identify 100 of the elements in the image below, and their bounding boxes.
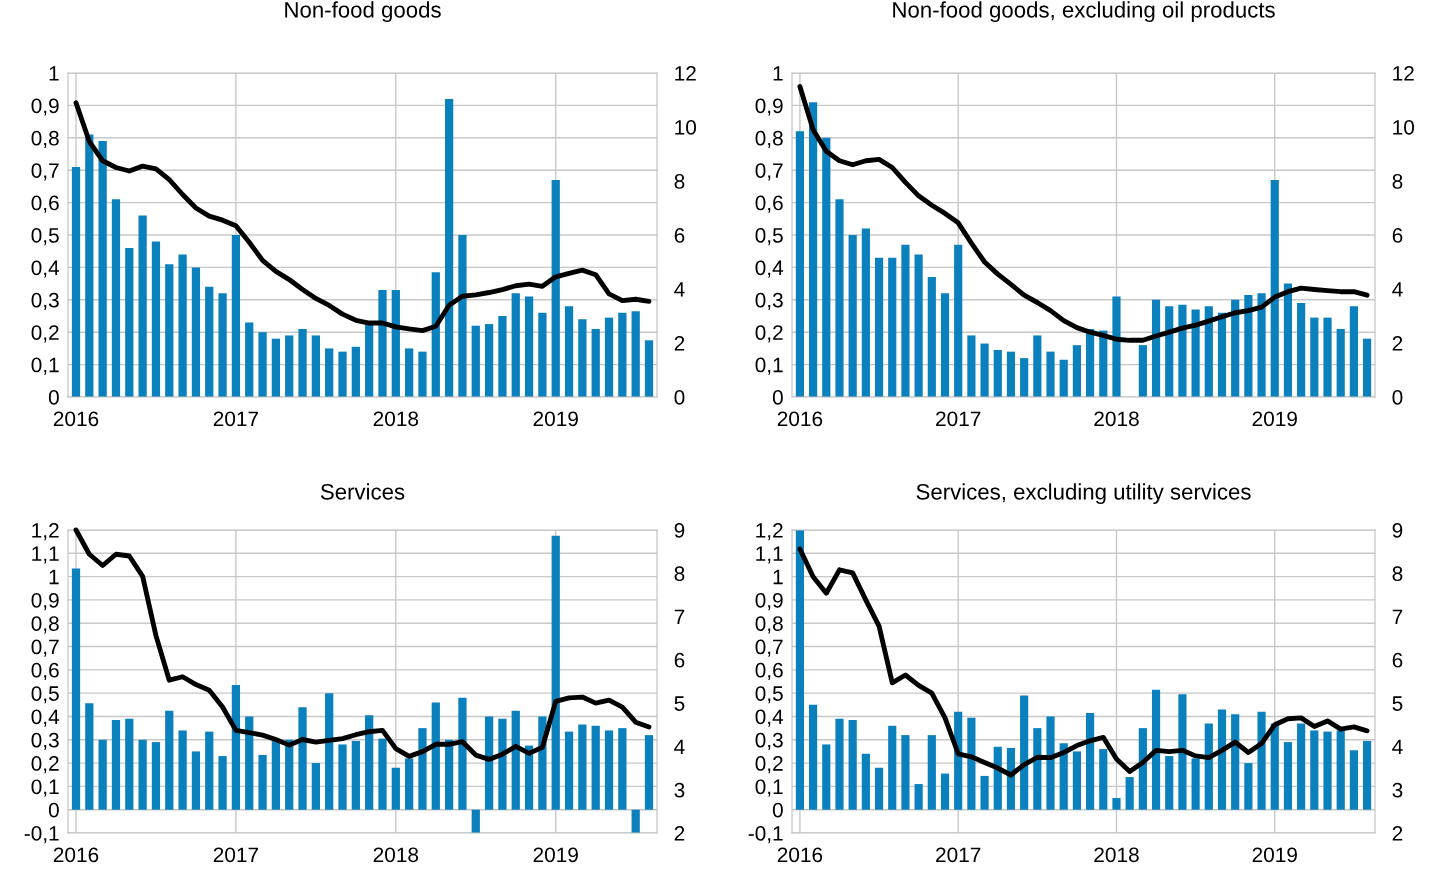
bar	[125, 247, 134, 397]
y-tick-label: 0,8	[755, 616, 783, 634]
bar	[901, 735, 910, 810]
bar	[538, 312, 547, 397]
bar	[1112, 296, 1121, 397]
chart-title: Services, excluding utility services	[916, 483, 1251, 505]
bar	[993, 350, 1002, 397]
bar	[338, 351, 347, 397]
bar	[1283, 742, 1293, 810]
bar	[405, 758, 414, 810]
bar	[1283, 283, 1293, 397]
y-tick-label: 0,3	[755, 292, 783, 311]
y2-tick-label: 9	[674, 523, 685, 538]
bar	[298, 707, 307, 810]
y-tick-label: 0,4	[755, 709, 784, 727]
y-tick-label: 0,7	[755, 163, 783, 181]
bar	[165, 264, 174, 397]
y2-tick-label: 10	[1393, 120, 1415, 135]
bar	[458, 235, 467, 397]
y-tick-label: 0,4	[755, 260, 784, 278]
bar	[1231, 714, 1240, 810]
bar	[1363, 338, 1372, 397]
bar	[1072, 751, 1081, 810]
y-tick-label: 0,4	[31, 709, 60, 727]
x-tick-label: 2016	[53, 847, 99, 863]
bar	[1006, 351, 1016, 397]
y-tick-label: 1	[49, 569, 59, 585]
bar	[378, 290, 387, 397]
bar	[325, 693, 334, 810]
bar	[484, 716, 494, 810]
bar	[511, 710, 520, 810]
bar	[1204, 306, 1213, 397]
bar	[85, 134, 94, 397]
bar	[940, 293, 950, 397]
bar	[835, 718, 844, 810]
bar	[578, 724, 587, 810]
y2-tick-label: 0	[1392, 390, 1403, 405]
y-tick-label: 0,1	[31, 779, 59, 797]
bar	[551, 535, 560, 810]
bar	[874, 767, 884, 810]
bar	[980, 775, 989, 810]
bar	[1151, 299, 1161, 397]
y2-tick-label: 6	[1392, 228, 1403, 243]
bar	[1033, 728, 1042, 810]
bar	[888, 257, 897, 397]
y-tick-label: 0,4	[31, 260, 60, 278]
bar	[151, 241, 161, 397]
bar	[165, 710, 174, 810]
y-tick-label: 0,8	[755, 130, 783, 149]
bar	[151, 742, 161, 810]
x-tick-label: 2017	[213, 411, 259, 427]
x-tick-label: 2019	[1252, 847, 1297, 863]
x-tick-label: 2017	[936, 411, 981, 427]
bar	[245, 716, 254, 810]
bar	[471, 809, 480, 833]
bar	[391, 767, 400, 810]
bar	[822, 137, 831, 397]
bar	[591, 328, 600, 397]
y-tick-label: 0,2	[31, 325, 59, 343]
y-tick-label: 0,6	[31, 662, 59, 681]
bar	[1059, 743, 1068, 810]
bar	[338, 744, 347, 810]
x-tick-label: 2018	[373, 847, 419, 863]
bar	[1020, 358, 1029, 397]
bar	[604, 317, 614, 397]
bar	[365, 322, 374, 397]
bar	[861, 753, 870, 810]
bar	[205, 731, 214, 810]
y2-tick-label: 0	[674, 390, 685, 405]
bar	[378, 738, 387, 810]
bar	[1020, 695, 1029, 810]
line-series	[797, 546, 1370, 778]
y-tick-label: 0,9	[31, 592, 59, 611]
bar	[631, 809, 640, 833]
y2-tick-label: 2	[1392, 336, 1403, 351]
bar	[1349, 306, 1358, 397]
bar	[564, 306, 574, 397]
bar	[271, 338, 281, 397]
y2-tick-label: 2	[674, 826, 685, 841]
y-tick-label: 0	[772, 802, 783, 818]
bar	[111, 199, 121, 397]
bar	[1099, 749, 1108, 810]
x-tick-label: 2017	[213, 847, 259, 863]
y-tick-label: 1,1	[756, 546, 783, 564]
x-tick-label: 2018	[373, 411, 419, 427]
bar	[351, 346, 360, 397]
bar	[1125, 777, 1134, 810]
bar	[888, 725, 897, 810]
y-tick-label: -0,1	[24, 826, 59, 844]
bar	[1191, 758, 1200, 810]
y-tick-label: 0,6	[31, 195, 59, 213]
y-tick-label: 1	[773, 66, 783, 81]
bar	[940, 773, 950, 810]
bar	[418, 728, 427, 810]
y-tick-label: 0,1	[755, 779, 783, 797]
bar	[604, 730, 614, 810]
x-tick-label: 2016	[53, 411, 99, 427]
y-tick-label: 0,7	[755, 639, 783, 657]
bar	[1204, 723, 1213, 810]
chart-title: Services	[320, 483, 405, 500]
